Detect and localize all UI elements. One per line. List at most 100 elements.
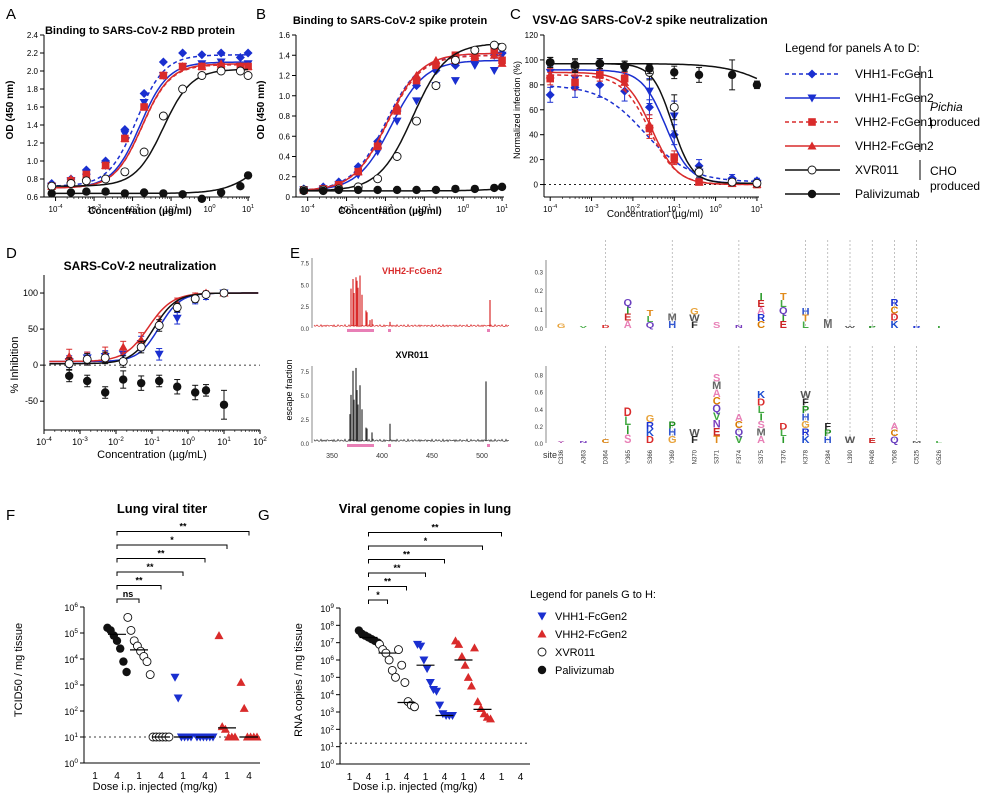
logo-letter: T xyxy=(713,434,720,446)
y-tick-label: 107 xyxy=(320,638,334,649)
data-point xyxy=(191,388,200,397)
logo-letter: R xyxy=(802,427,810,439)
y-tick-label: 0.8 xyxy=(27,175,39,184)
panel-letter-a: A xyxy=(6,6,16,23)
data-point xyxy=(47,181,57,191)
x-tick-label: 10-3 xyxy=(72,436,88,447)
data-point xyxy=(545,70,555,79)
data-point xyxy=(669,102,679,112)
data-point xyxy=(83,376,92,386)
data-point xyxy=(116,644,125,653)
bracket-line xyxy=(368,545,483,550)
data-point xyxy=(694,177,704,186)
y-tick-label: 0.6 xyxy=(279,132,291,141)
data-point xyxy=(470,45,480,55)
logo-letter: M xyxy=(668,312,677,323)
data-point xyxy=(454,639,464,648)
dose-label: 4 xyxy=(442,772,448,783)
x-tick-label: 101 xyxy=(242,204,254,214)
y-tick-label: 0.4 xyxy=(535,408,544,414)
data-point xyxy=(158,57,168,67)
data-point xyxy=(645,64,654,73)
data-point xyxy=(66,188,76,197)
data-point xyxy=(197,71,207,80)
logo-letter: S xyxy=(624,432,632,446)
fit-curve xyxy=(301,54,503,191)
bracket-line xyxy=(116,558,206,563)
data-point xyxy=(243,48,253,58)
data-point xyxy=(412,97,422,106)
data-point xyxy=(136,342,146,352)
y-tick-label: 0.2 xyxy=(535,289,544,295)
x-tick-label: 10-4 xyxy=(301,204,316,214)
panel-d-title: SARS-CoV-2 neutralization xyxy=(64,259,217,273)
logo-letter: P xyxy=(869,326,877,329)
panel-letter-b: B xyxy=(256,6,266,23)
data-point xyxy=(178,48,188,58)
group-vhh2-fcgen2-4 xyxy=(236,677,262,741)
data-point xyxy=(235,53,245,62)
series-xvr011 xyxy=(47,66,253,191)
logo-letter: N xyxy=(735,324,743,330)
x-tick-label: 10-1 xyxy=(164,204,178,214)
y-tick-label: 109 xyxy=(320,603,334,614)
panel-a-title: Binding to SARS-CoV-2 RBD protein xyxy=(45,25,235,37)
legend-pichia-produced: produced xyxy=(930,115,980,129)
data-point xyxy=(139,102,149,111)
logo-letter: L xyxy=(624,414,631,428)
data-point xyxy=(154,350,164,359)
data-point xyxy=(497,58,507,67)
y-tick-label: 108 xyxy=(320,620,334,631)
y-tick-label: 101 xyxy=(64,732,78,743)
data-point xyxy=(394,645,403,655)
data-point xyxy=(620,77,630,86)
y-tick-label: 2.5 xyxy=(301,305,310,311)
logo-letter: I xyxy=(626,305,629,316)
logo-letter: L xyxy=(647,315,654,324)
data-point xyxy=(353,167,363,176)
data-point xyxy=(669,155,679,164)
logo-letter: K xyxy=(646,428,654,438)
fit-curve xyxy=(49,64,249,189)
data-point xyxy=(384,655,394,665)
panel-b-title: Binding to SARS-CoV-2 spike protein xyxy=(293,15,488,27)
y-tick-label: 7.5 xyxy=(301,370,310,376)
legend-marker xyxy=(537,629,547,638)
data-point xyxy=(101,187,110,196)
legend-marker xyxy=(807,69,817,79)
dose-label: 4 xyxy=(202,771,208,782)
y-tick-label: 0.0 xyxy=(535,442,544,448)
legend-top-item-3: VHH2-FcGen2 xyxy=(855,139,934,153)
y-tick-label: 0.2 xyxy=(279,173,291,182)
logo-letter: T xyxy=(780,292,787,302)
data-point xyxy=(431,55,441,64)
data-point xyxy=(752,80,762,90)
data-point xyxy=(243,71,253,80)
legend-bottom-title: Legend for panels G to H: xyxy=(530,589,656,601)
y-tick-label: 0 xyxy=(33,360,38,370)
y-tick-label: 104 xyxy=(320,690,334,701)
data-point xyxy=(173,382,182,391)
data-point xyxy=(123,612,133,622)
data-point xyxy=(158,111,168,121)
data-point xyxy=(64,359,74,369)
y-tick-label: 120 xyxy=(525,31,539,40)
logo-letter: M xyxy=(823,317,832,331)
logo-letter: C xyxy=(890,429,899,439)
bracket-line xyxy=(368,586,407,591)
group-vhh1-fcgen2-1 xyxy=(170,673,196,742)
dose-label: 4 xyxy=(366,772,372,783)
data-point xyxy=(230,732,240,741)
x-tick-label: 450 xyxy=(426,453,438,460)
logo-letter: D xyxy=(624,405,632,419)
site-label: Y369 xyxy=(670,449,676,464)
logo-letter: H xyxy=(802,307,810,317)
site-label: N370 xyxy=(692,449,698,464)
site-label: F374 xyxy=(737,449,743,463)
y-tick-label: 5.0 xyxy=(301,283,310,289)
logo-letter: L xyxy=(780,429,787,439)
logo-letter: V xyxy=(713,411,721,423)
data-point xyxy=(620,61,629,71)
logo-letter: Q xyxy=(779,306,788,316)
logo-letter: P xyxy=(824,429,832,439)
